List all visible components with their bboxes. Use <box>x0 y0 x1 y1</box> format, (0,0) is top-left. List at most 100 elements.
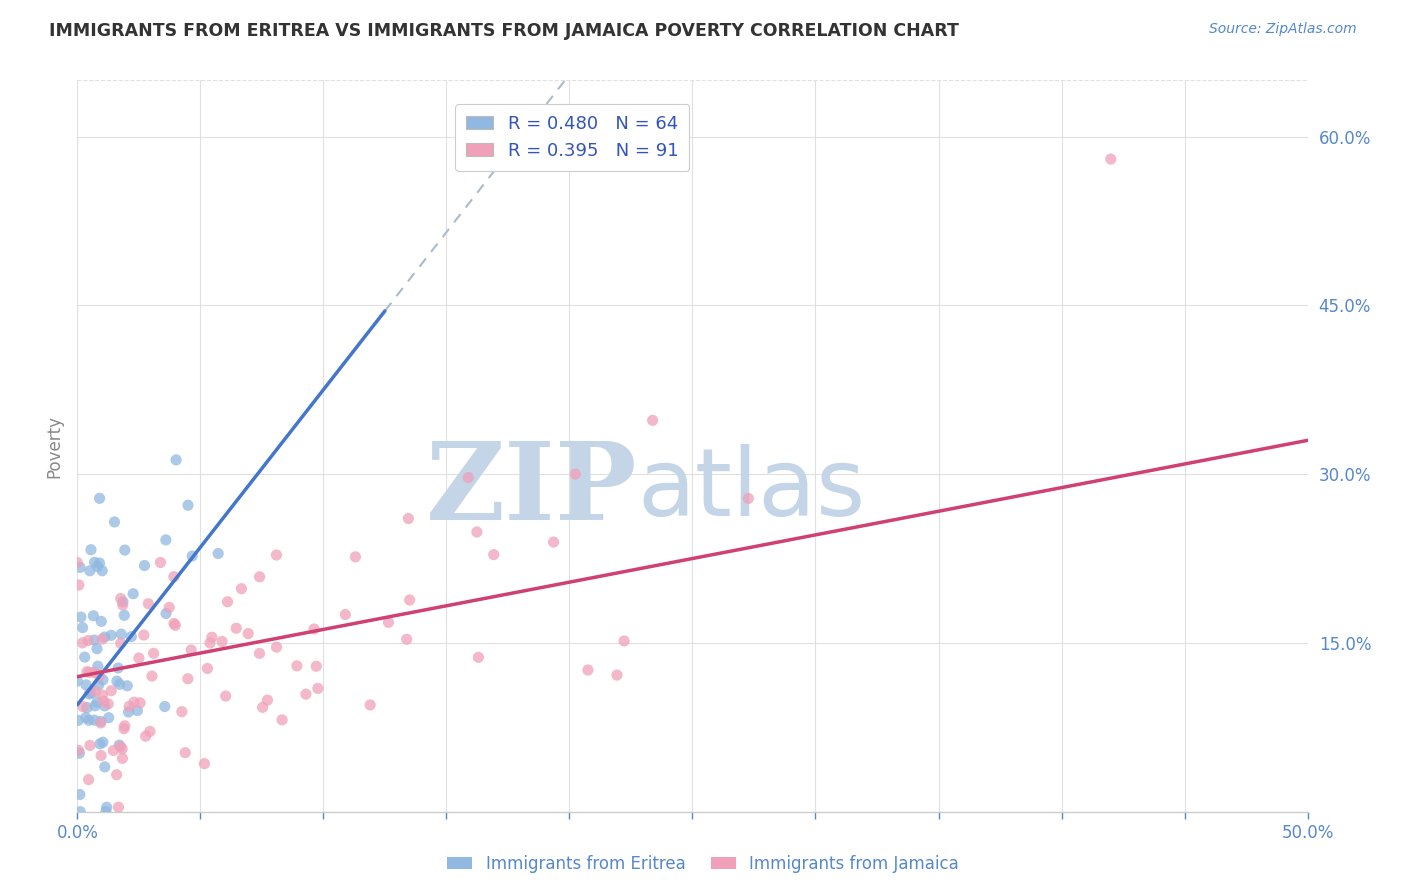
Point <box>127 704 149 718</box>
Point <box>83 633 105 648</box>
Point <box>465 524 488 539</box>
Point <box>155 533 177 547</box>
Point <box>70 610 93 624</box>
Point <box>564 467 586 481</box>
Point <box>90 748 112 763</box>
Point <box>87 678 110 692</box>
Point <box>112 722 135 736</box>
Point <box>170 705 193 719</box>
Point <box>83 555 105 569</box>
Point <box>737 491 759 506</box>
Point <box>97 711 120 725</box>
Point <box>107 800 129 814</box>
Point <box>91 564 114 578</box>
Point <box>72 699 94 714</box>
Point <box>110 627 132 641</box>
Point <box>118 699 141 714</box>
Point <box>66 674 89 689</box>
Point <box>139 724 162 739</box>
Point <box>155 607 177 621</box>
Point <box>256 693 278 707</box>
Point <box>396 511 419 525</box>
Point <box>122 695 145 709</box>
Point <box>149 556 172 570</box>
Point <box>266 548 288 562</box>
Point <box>91 688 114 702</box>
Point <box>89 737 111 751</box>
Point <box>83 665 105 680</box>
Point <box>132 628 155 642</box>
Point <box>543 535 565 549</box>
Point <box>467 650 489 665</box>
Point <box>359 698 381 712</box>
Point <box>157 600 180 615</box>
Point <box>153 699 176 714</box>
Point <box>249 647 271 661</box>
Point <box>115 679 138 693</box>
Point <box>67 714 90 728</box>
Point <box>128 651 150 665</box>
Point <box>77 633 100 648</box>
Point <box>395 632 418 647</box>
Point <box>285 658 308 673</box>
Point <box>136 597 159 611</box>
Point <box>79 665 101 680</box>
Point <box>344 549 367 564</box>
Point <box>67 578 90 592</box>
Point <box>231 582 253 596</box>
Point <box>193 756 215 771</box>
Point <box>238 626 260 640</box>
Point <box>90 615 112 629</box>
Point <box>111 751 134 765</box>
Point <box>87 659 110 673</box>
Point <box>112 608 135 623</box>
Point <box>105 768 128 782</box>
Point <box>141 669 163 683</box>
Point <box>111 598 134 612</box>
Point <box>295 687 318 701</box>
Point <box>69 788 91 802</box>
Point <box>108 738 131 752</box>
Point <box>79 564 101 578</box>
Point <box>120 630 142 644</box>
Point <box>107 661 129 675</box>
Point <box>80 542 103 557</box>
Point <box>91 735 114 749</box>
Point <box>94 760 117 774</box>
Point <box>606 668 628 682</box>
Point <box>163 570 186 584</box>
Point <box>225 621 247 635</box>
Point <box>83 713 105 727</box>
Point <box>307 681 329 696</box>
Point <box>84 698 107 713</box>
Point <box>110 591 132 606</box>
Point <box>84 684 107 698</box>
Point <box>163 616 186 631</box>
Point <box>97 697 120 711</box>
Point <box>105 674 128 689</box>
Point <box>110 739 132 754</box>
Legend: R = 0.480   N = 64, R = 0.395   N = 91: R = 0.480 N = 64, R = 0.395 N = 91 <box>456 104 689 170</box>
Point <box>129 696 152 710</box>
Point <box>69 560 91 574</box>
Point <box>613 634 636 648</box>
Point <box>86 559 108 574</box>
Legend: Immigrants from Eritrea, Immigrants from Jamaica: Immigrants from Eritrea, Immigrants from… <box>440 848 966 880</box>
Point <box>108 677 131 691</box>
Point <box>76 700 98 714</box>
Point <box>181 549 204 563</box>
Point <box>165 453 187 467</box>
Point <box>252 700 274 714</box>
Point <box>177 672 200 686</box>
Point <box>134 558 156 573</box>
Point <box>91 632 114 646</box>
Point <box>67 746 90 760</box>
Point <box>271 713 294 727</box>
Point <box>77 713 100 727</box>
Point <box>305 659 328 673</box>
Point <box>89 491 111 506</box>
Point <box>86 695 108 709</box>
Point <box>201 630 224 644</box>
Point <box>335 607 357 622</box>
Point <box>165 618 187 632</box>
